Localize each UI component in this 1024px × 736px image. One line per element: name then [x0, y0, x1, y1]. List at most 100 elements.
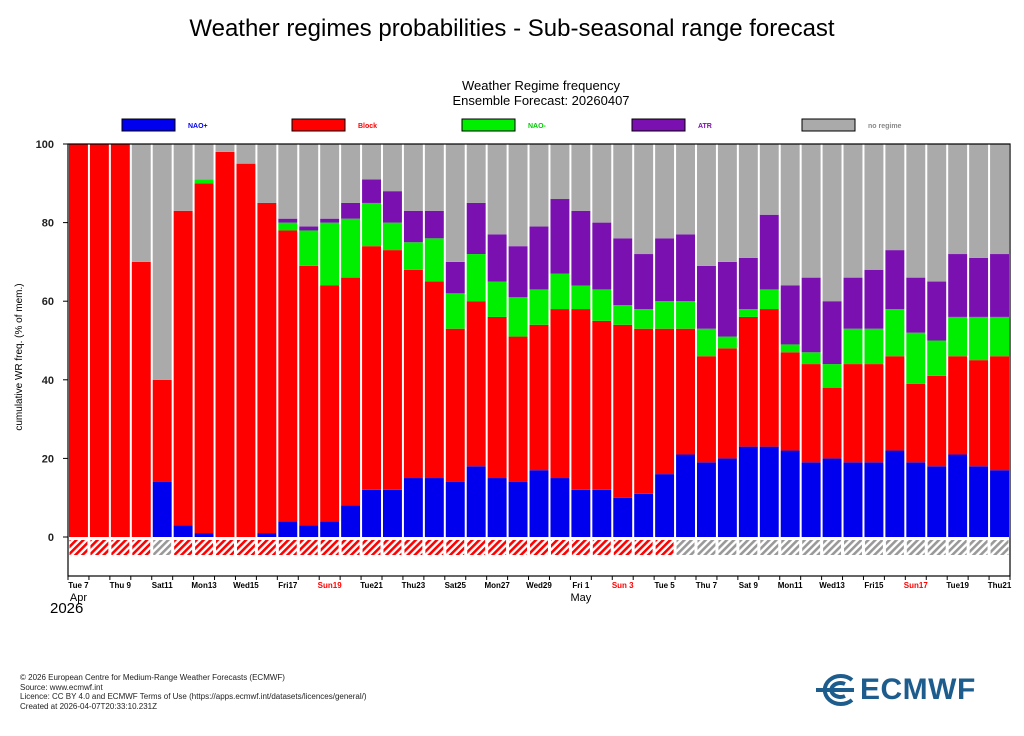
bar-nao--day-20 [487, 281, 507, 317]
bar-block-day-35 [801, 364, 821, 463]
x-tick-label-34: Mon11 [778, 581, 803, 590]
bar-no-regime-day-5 [173, 144, 193, 211]
bottom-flag-day-3 [132, 540, 151, 555]
x-tick-label-24: Fri 1 [572, 581, 589, 590]
bar-no-regime-day-4 [152, 144, 172, 380]
bar-atr-day-37 [843, 277, 863, 329]
bar-nao--day-21 [508, 481, 528, 537]
bar-nao--day-28 [655, 301, 675, 329]
bar-no-regime-day-18 [445, 144, 465, 262]
bar-no-regime-day-38 [864, 144, 884, 270]
bar-nao--day-38 [864, 462, 884, 537]
bottom-flag-day-24 [571, 540, 590, 555]
y-tick-label-40: 40 [42, 375, 54, 387]
bar-nao--day-32 [738, 309, 758, 317]
bar-block-day-30 [697, 356, 716, 463]
bar-nao--day-14 [362, 489, 381, 537]
page-title: Weather regimes probabilities - Sub-seas… [189, 15, 835, 42]
bottom-flag-day-26 [613, 540, 632, 555]
bar-nao--day-6 [194, 533, 214, 537]
footer-credits: © 2026 European Centre for Medium-Range … [20, 673, 367, 711]
bar-nao--day-43 [969, 466, 989, 537]
y-tick-label-20: 20 [42, 453, 54, 465]
bar-block-day-23 [550, 309, 570, 479]
bar-block-day-8 [236, 163, 256, 537]
bottom-flag-day-42 [948, 540, 967, 555]
bar-nao--day-33 [759, 289, 779, 310]
bar-nao--day-42 [948, 454, 968, 537]
bar-no-regime-day-42 [948, 144, 968, 255]
x-tick-label-42: Tue19 [946, 581, 969, 590]
bar-nao--day-44 [990, 316, 1009, 357]
bottom-flag-day-36 [823, 540, 842, 555]
bar-atr-day-33 [759, 214, 779, 290]
bar-block-day-16 [403, 269, 423, 479]
bar-nao--day-39 [885, 309, 905, 357]
chart-legend: NAO+ Block NAO- ATR no regime [121, 118, 902, 132]
x-tick-label-20: Mon27 [484, 581, 510, 590]
bar-no-regime-day-37 [843, 144, 863, 278]
legend-label-nao-: NAO+ [188, 123, 208, 130]
bar-atr-day-44 [990, 254, 1009, 317]
chart-axes: 0 20 40 60 80 100 Tue 7 Thu 9 Sat11 Mon13 Wed15 Fri… [36, 139, 1012, 617]
bar-nao--day-36 [822, 364, 842, 388]
bar-block-day-22 [529, 324, 549, 471]
bar-atr-day-21 [508, 246, 528, 298]
bar-block-day-27 [634, 328, 654, 494]
bar-block-day-6 [194, 183, 214, 534]
bar-nao--day-30 [697, 328, 716, 357]
bar-nao--day-17 [424, 478, 444, 537]
bar-nao--day-41 [927, 340, 947, 376]
y-tick-label-100: 100 [36, 139, 54, 151]
month-label-may: May [570, 592, 591, 604]
bar-nao--day-12 [320, 222, 340, 286]
bar-nao--day-36 [822, 458, 842, 537]
bar-block-day-36 [822, 387, 842, 459]
bar-nao--day-10 [278, 222, 298, 231]
bar-nao--day-23 [550, 273, 570, 310]
bar-atr-day-35 [801, 277, 821, 353]
bar-no-regime-day-30 [697, 144, 716, 266]
bar-nao--day-33 [759, 446, 779, 537]
bar-atr-day-34 [780, 285, 800, 345]
bottom-flag-day-35 [802, 540, 821, 555]
bar-atr-day-39 [885, 250, 905, 310]
bar-block-day-10 [278, 230, 298, 522]
bar-nao--day-35 [801, 352, 821, 365]
bar-block-day-41 [927, 375, 947, 467]
bottom-flag-day-28 [655, 540, 674, 555]
bar-atr-day-17 [424, 210, 444, 239]
bottom-flag-day-30 [697, 540, 716, 555]
bar-no-regime-day-8 [236, 144, 256, 164]
y-axis-label: cumulative WR freq. (% of mem.) [14, 283, 25, 430]
x-tick-label-8: Wed15 [233, 581, 259, 590]
bottom-flag-day-19 [467, 540, 486, 555]
bar-no-regime-day-26 [613, 144, 633, 239]
bar-nao--day-12 [320, 521, 340, 537]
bottom-flag-day-10 [278, 540, 297, 555]
bar-block-day-26 [613, 324, 633, 498]
bar-block-day-12 [320, 285, 340, 522]
x-tick-label-26: Sun 3 [612, 581, 634, 590]
bar-atr-day-36 [822, 301, 842, 365]
bar-nao--day-35 [801, 462, 821, 537]
bar-no-regime-day-20 [487, 144, 507, 235]
bar-block-day-4 [152, 379, 172, 482]
bar-atr-day-19 [466, 202, 486, 255]
bar-block-day-2 [110, 144, 130, 537]
bar-block-day-11 [299, 265, 319, 526]
bar-no-regime-day-14 [362, 144, 381, 180]
bar-no-regime-day-16 [403, 144, 423, 211]
bar-nao--day-10 [278, 521, 298, 537]
bar-no-regime-day-23 [550, 144, 570, 200]
bar-block-day-42 [948, 356, 968, 455]
bar-no-regime-day-33 [759, 144, 779, 215]
bar-block-day-3 [131, 261, 151, 537]
bottom-flag-day-32 [739, 540, 758, 555]
bar-nao--day-41 [927, 466, 947, 537]
bar-nao--day-34 [780, 450, 800, 537]
bar-no-regime-day-11 [299, 144, 319, 227]
bar-no-regime-day-34 [780, 144, 800, 286]
bar-nao--day-29 [676, 454, 695, 537]
bar-nao--day-40 [906, 462, 926, 537]
